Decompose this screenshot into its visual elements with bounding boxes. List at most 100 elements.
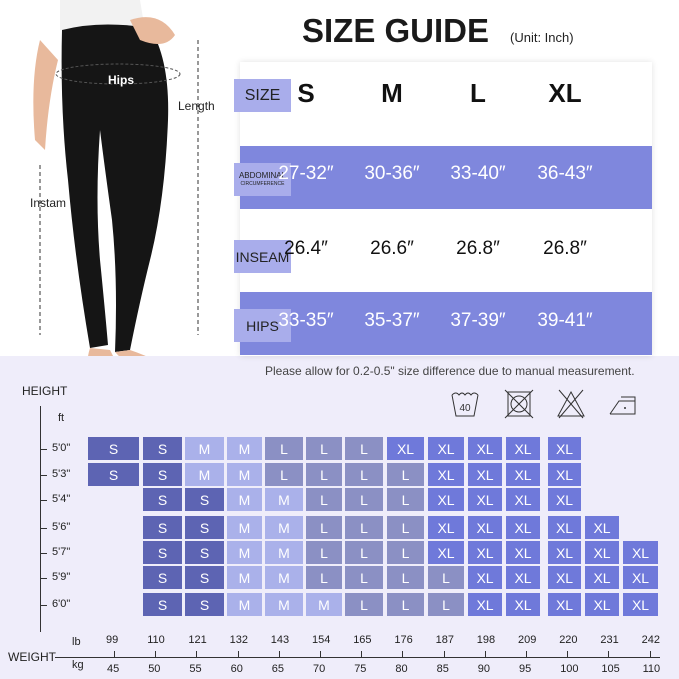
size-cell-m: M [265,593,303,616]
lb-tick-label: 187 [435,634,454,646]
size-cell-xl: XL [623,541,658,564]
size-cell-m: M [227,541,262,564]
size-cell-xl: XL [506,516,540,539]
size-cell-l: L [265,463,303,486]
weight-axis-label: WEIGHT [8,650,56,664]
weight-tick [608,651,610,657]
height-tick [41,475,47,476]
size-cell-s: S [185,566,224,589]
abdominal-label: ABDOMINAL [238,171,287,180]
size-cell-xl: XL [468,488,502,511]
size-cell-s: S [185,516,224,539]
page-title: SIZE GUIDE [302,12,490,49]
size-cell-l: L [306,541,342,564]
size-cell-l: L [345,463,383,486]
kg-tick-label: 110 [642,663,661,675]
size-cell-m: M [227,566,262,589]
weight-tick [114,651,115,657]
height-tick [41,528,47,529]
weight-tick [361,651,363,657]
circumference-label: CIRCUMFERENCE [240,181,285,187]
row-label-size: SIZE [234,79,291,112]
height-tick-label: 6'0" [52,598,71,610]
size-cell-l: L [387,566,424,589]
weight-tick [567,651,569,657]
lb-tick-label: 242 [641,634,660,646]
kg-tick-label: 65 [271,663,285,675]
wash-40-icon: 40 [451,392,479,417]
size-cell-xl: XL [585,593,619,616]
size-header-m: M [381,78,403,108]
lb-tick-label: 165 [353,634,372,646]
size-cell-m: M [265,541,303,564]
height-axis-line [40,406,41,632]
kg-tick-label: 75 [354,663,367,675]
size-cell-m: M [265,566,303,589]
lb-tick-label: 198 [476,634,496,646]
height-tick-label: 5'3" [52,468,71,480]
kg-tick-label: 100 [560,663,579,675]
size-cell-l: L [428,566,464,589]
size-cell-s: S [185,593,224,616]
size-cell-l: L [345,488,383,511]
weight-tick [237,651,239,657]
size-cell-xl: XL [548,541,581,564]
size-cell-l: L [345,566,383,589]
height-tick-label: 5'0" [52,442,71,454]
size-cell-xl: XL [506,566,540,589]
weight-tick [196,651,198,657]
table-cell: 37-39″ [450,310,506,331]
size-cell-l: L [345,516,383,539]
size-cell-xl: XL [548,488,581,511]
size-cell-s: S [143,516,182,539]
size-cell-s: S [143,463,182,486]
size-cell-xl: XL [548,566,581,589]
size-cell-l: L [306,437,342,460]
size-cell-m: M [227,488,262,511]
size-header-xl: XL [548,78,582,108]
table-cell: 26.4″ [284,238,328,259]
weight-tick [320,651,321,657]
size-cell-m: M [185,437,224,460]
lb-tick-label: 231 [600,634,619,646]
size-cell-l: L [306,488,342,511]
weight-tick [443,651,445,657]
height-tick [41,578,47,579]
size-cell-l: L [387,516,424,539]
table-cell: 36-43″ [537,163,593,184]
size-cell-s: S [143,437,182,460]
size-cell-xl: XL [428,541,464,564]
lb-tick-label: 132 [229,634,248,646]
no-bleach-icon [557,389,585,419]
size-cell-l: L [387,541,424,564]
iron-low-icon [609,396,636,415]
length-label: Length [178,99,215,113]
size-cell-l: L [265,437,303,460]
kg-tick-label: 70 [313,663,326,675]
unit-label: (Unit: Inch) [510,30,574,45]
table-cell: 35-37″ [364,310,420,331]
weight-tick [402,651,404,657]
size-cell-l: L [345,541,383,564]
size-cell-xl: XL [548,437,581,460]
size-cell-l: L [387,593,424,616]
table-cell: 26.6″ [370,238,414,259]
size-header-s: S [297,78,315,108]
row-label-inseam: INSEAM [234,240,291,273]
weight-tick [649,651,651,657]
size-cell-xl: XL [548,593,581,616]
size-cell-xl: XL [387,437,424,460]
lb-tick-label: 209 [518,634,537,646]
lb-tick-label: 176 [394,634,413,646]
size-cell-xl: XL [585,566,619,589]
lb-tick-label: 99 [106,634,119,646]
weight-tick [526,651,527,657]
size-cell-xl: XL [428,437,464,460]
table-cell: 39-41″ [537,310,593,331]
height-tick-label: 5'9" [52,571,71,583]
no-tumble-dry-icon [504,389,534,419]
size-cell-xl: XL [468,566,502,589]
size-cell-s: S [143,541,182,564]
size-cell-m: M [227,437,262,460]
size-cell-m: M [185,463,224,486]
